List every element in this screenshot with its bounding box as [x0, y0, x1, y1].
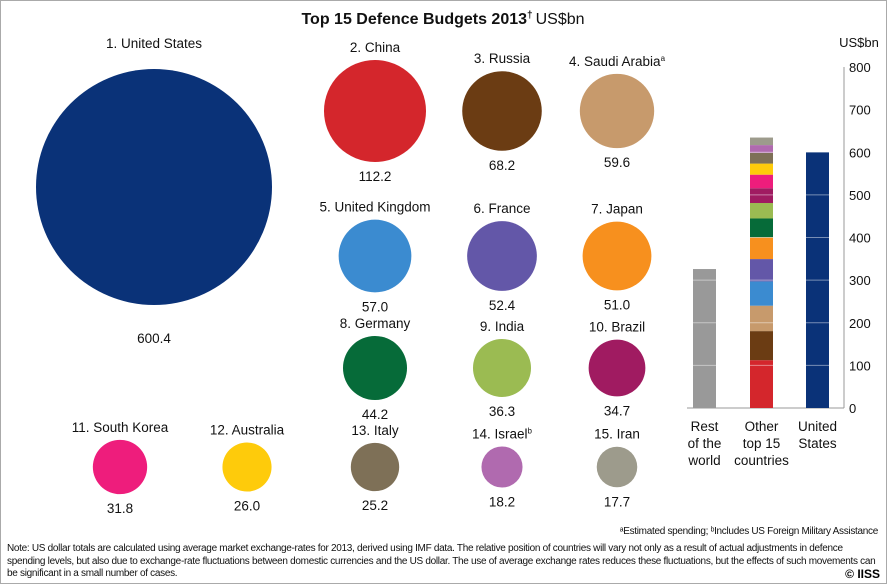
bubble-india	[472, 338, 532, 398]
bubble-saudi-arabia	[579, 73, 655, 149]
x-category-label: top 15	[743, 436, 781, 451]
stacked-bar-chart: 0 100 200 300 400 500 600 700 800 US$bn Rest of the…	[687, 35, 879, 468]
bubble-label: 13. Italy	[351, 423, 399, 438]
x-category-label: of the	[688, 436, 722, 451]
bar-segment-france	[750, 259, 773, 282]
bubble-value: 68.2	[489, 158, 515, 173]
bubble-value: 36.3	[489, 404, 515, 419]
superscript: a	[661, 54, 666, 63]
bubble-brazil	[588, 339, 646, 397]
y-tick-label: 600	[849, 145, 871, 160]
y-tick-label: 300	[849, 273, 871, 288]
y-tick-label: 0	[849, 401, 856, 416]
bar-rest-of-world	[693, 269, 716, 408]
bar-segment-russia	[750, 331, 773, 361]
bar-segment-brazil	[750, 188, 773, 204]
bubble-value: 44.2	[362, 407, 388, 422]
bubble-italy	[350, 442, 400, 492]
y-tick-label: 100	[849, 358, 871, 373]
y-tick-label: 400	[849, 231, 871, 246]
bubble-japan	[582, 221, 652, 291]
y-tick-label: 800	[849, 60, 871, 75]
x-category-label: States	[798, 436, 837, 451]
bubble-value: 600.4	[137, 331, 171, 346]
bubble-value: 59.6	[604, 155, 630, 170]
bar-segment-iran	[750, 137, 773, 146]
bubble-label: 6. France	[473, 201, 530, 216]
y-tick-label: 700	[849, 103, 871, 118]
bubble-label: 15. Iran	[594, 427, 640, 442]
bubble-germany	[342, 335, 408, 401]
y-tick-label: 200	[849, 316, 871, 331]
bubble-value: 57.0	[362, 299, 388, 314]
footnote: ᵃEstimated spending; ᵇIncludes US Foreig…	[619, 526, 879, 537]
bubble-label: 2. China	[350, 40, 401, 55]
bubble-united-kingdom	[338, 219, 412, 293]
bubble-label: 1. United States	[106, 36, 202, 51]
x-category-label: United	[798, 419, 837, 434]
bubble-value: 31.8	[107, 501, 133, 516]
bubble-label: 4. Saudi Arabiaa	[569, 54, 666, 69]
bar-segment-italy	[750, 152, 773, 164]
bar-segment-israel	[750, 145, 773, 153]
bubble-label: 3. Russia	[474, 51, 531, 66]
bubble-value: 25.2	[362, 498, 388, 513]
copyright: © IISS	[845, 567, 880, 581]
bubble-label: 10. Brazil	[589, 320, 645, 335]
bubble-value: 17.7	[604, 494, 630, 509]
x-category-label: countries	[734, 453, 789, 468]
superscript: b	[528, 426, 533, 435]
y-tick-label: 500	[849, 188, 871, 203]
bubble-label: 9. India	[480, 319, 525, 334]
bubbles: 1. United States 600.4 2. China 112.2 3. Rus…	[36, 36, 666, 516]
bar-segment-australia	[750, 163, 773, 175]
bubble-iran	[596, 446, 638, 488]
bubble-australia	[222, 442, 272, 492]
y-axis-label: US$bn	[839, 35, 879, 50]
bubble-south-korea	[92, 439, 148, 495]
note: Note: US dollar totals are calculated us…	[7, 543, 876, 579]
bar-segment-china	[750, 360, 773, 408]
bubble-china	[323, 59, 427, 163]
x-category-label: world	[687, 453, 720, 468]
bubble-value: 51.0	[604, 297, 630, 312]
bubble-label: 14. Israelb	[472, 426, 533, 441]
bubble-label: 8. Germany	[340, 316, 411, 331]
bar-segment-south-korea	[750, 174, 773, 189]
bubble-value: 26.0	[234, 499, 260, 514]
bubble-label: 5. United Kingdom	[319, 200, 430, 215]
bar-united-states	[806, 152, 829, 408]
bar-segment-saudi-arabia	[750, 305, 773, 332]
bubble-value: 18.2	[489, 495, 515, 510]
bar-segment-united-kingdom	[750, 281, 773, 306]
bar-segment-india	[750, 203, 773, 219]
bubble-value: 112.2	[359, 169, 392, 184]
bar-segment-germany	[750, 218, 773, 238]
bubble-value: 52.4	[489, 298, 516, 313]
bubble-value: 34.7	[604, 403, 630, 418]
bubble-label: 7. Japan	[591, 202, 643, 217]
bubble-france	[467, 221, 537, 291]
bubble-label: 11. South Korea	[72, 420, 169, 435]
bubble-russia	[462, 71, 542, 151]
bubble-israel	[481, 446, 523, 488]
chart-title: Top 15 Defence Budgets 2013† US$bn	[301, 10, 584, 28]
bar-segment-japan	[750, 237, 773, 260]
x-category-label: Rest	[691, 419, 719, 434]
bubble-label: 12. Australia	[210, 422, 285, 437]
bubble-united-states	[36, 69, 272, 305]
x-category-label: Other	[745, 419, 779, 434]
